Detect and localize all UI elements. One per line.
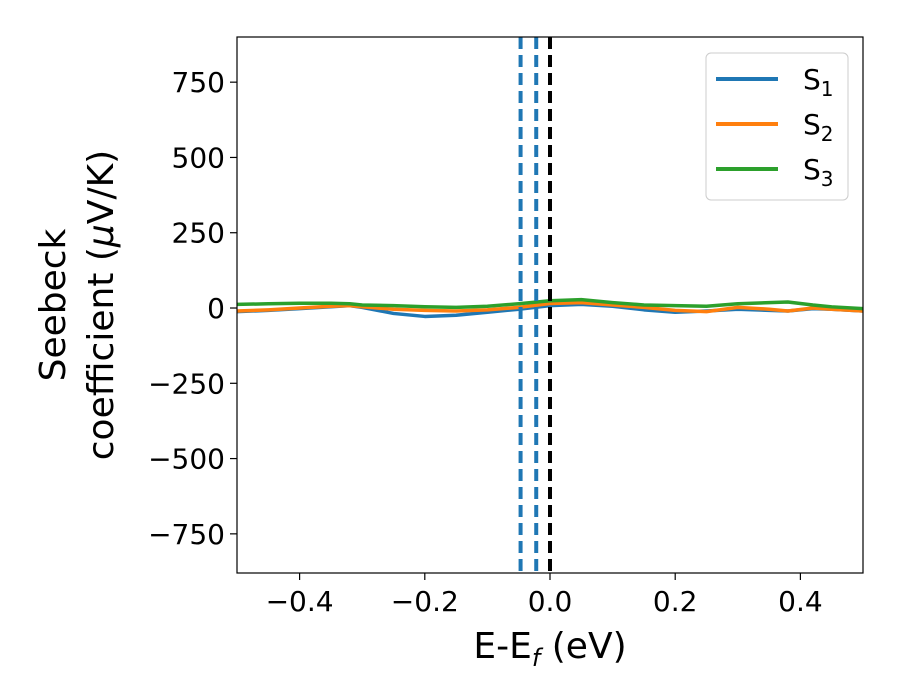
x-axis-title-unit: (eV) bbox=[540, 626, 626, 667]
x-tick-label: 0.2 bbox=[653, 585, 698, 618]
x-tick-label: 0.0 bbox=[528, 585, 573, 618]
y-tick-label: −750 bbox=[148, 518, 225, 551]
plot-clip-group bbox=[237, 37, 863, 573]
y-tick-label: 0 bbox=[207, 292, 225, 325]
y-tick-label: 500 bbox=[172, 141, 225, 174]
y-tick-label: 750 bbox=[172, 66, 225, 99]
series-line-S2 bbox=[237, 300, 863, 314]
x-axis-title-main: E-E bbox=[473, 626, 531, 667]
x-tick-label: −0.2 bbox=[391, 585, 459, 618]
y-tick-label: 250 bbox=[172, 217, 225, 250]
x-axis-title: E-Ef (eV) bbox=[473, 626, 626, 672]
y-axis-title-mu: μ bbox=[81, 224, 122, 248]
x-tick-label: 0.4 bbox=[778, 585, 823, 618]
plot-area bbox=[237, 37, 863, 573]
x-tick-label: −0.4 bbox=[266, 585, 334, 618]
legend-label-sub: 3 bbox=[821, 167, 834, 191]
legend-label-main: S bbox=[803, 153, 821, 186]
legend-label-main: S bbox=[803, 63, 821, 96]
y-axis-title-line1: Seebeck bbox=[33, 228, 74, 381]
y-axis-title-unit: V/K) bbox=[81, 150, 122, 224]
y-axis-title-text: coefficient ( bbox=[81, 247, 122, 460]
y-tick-label: −250 bbox=[148, 367, 225, 400]
legend-label-sub: 1 bbox=[821, 77, 834, 101]
y-tick-label: −500 bbox=[148, 443, 225, 476]
legend-label-main: S bbox=[803, 108, 821, 141]
legend-label-S1: S1 bbox=[803, 63, 834, 101]
legend-label-S3: S3 bbox=[803, 153, 834, 191]
legend-label-S2: S2 bbox=[803, 108, 834, 146]
y-axis-title-line2: coefficient (μV/K) bbox=[81, 150, 122, 460]
legend-box bbox=[705, 52, 849, 201]
axes: −0.4 −0.2 0.0 0.2 0.4 −750 −500 −250 0 250 500 750 bbox=[148, 36, 864, 618]
axis-titles: E-Ef (eV) Seebeck coefficient (μV/K) bbox=[33, 150, 627, 672]
y-axis-title: Seebeck coefficient (μV/K) bbox=[33, 150, 122, 460]
legend-label-sub: 2 bbox=[821, 122, 834, 146]
